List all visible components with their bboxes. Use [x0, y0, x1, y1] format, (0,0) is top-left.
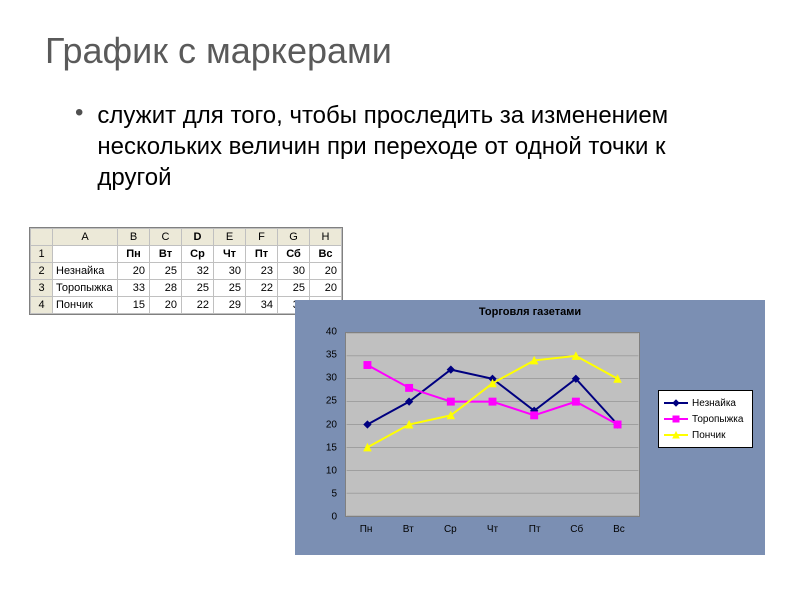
value-cell: 20 [150, 297, 182, 314]
row-header: 2 [31, 263, 53, 280]
x-tick-label: Пн [360, 524, 373, 535]
subtitle-text: служит для того, чтобы проследить за изм… [97, 100, 695, 194]
value-cell: 25 [150, 263, 182, 280]
value-cell: 32 [182, 263, 214, 280]
x-axis-ticks: Пн Вт Ср Чт Пт Сб Вс [345, 522, 640, 542]
value-cell: 30 [214, 263, 246, 280]
series-marker [489, 398, 496, 405]
legend: Незнайка Торопыжка Пончик [658, 390, 753, 448]
y-tick-label: 10 [326, 465, 337, 476]
value-cell: 20 [310, 280, 342, 297]
y-axis-ticks: 0510152025303540 [295, 332, 341, 517]
name-cell: Пончик [53, 297, 118, 314]
x-tick-label: Пт [529, 524, 541, 535]
legend-swatch-icon [664, 397, 688, 409]
header-cell: Чт [214, 246, 246, 263]
header-cell [53, 246, 118, 263]
col-header: B [118, 229, 150, 246]
legend-item: Незнайка [664, 395, 747, 411]
y-tick-label: 25 [326, 396, 337, 407]
chart-svg [346, 333, 639, 516]
header-cell: Вс [310, 246, 342, 263]
value-cell: 34 [246, 297, 278, 314]
header-cell: Пт [246, 246, 278, 263]
row-header: 1 [31, 246, 53, 263]
plot-area [345, 332, 640, 517]
value-cell: 28 [150, 280, 182, 297]
legend-swatch-icon [664, 429, 688, 441]
name-cell: Незнайка [53, 263, 118, 280]
series-marker [572, 398, 579, 405]
value-cell: 20 [118, 263, 150, 280]
series-marker [364, 362, 371, 369]
row-header: 4 [31, 297, 53, 314]
col-header: D [182, 229, 214, 246]
value-cell: 25 [182, 280, 214, 297]
chart-panel: Торговля газетами 0 5 10 15 20 25 30 35 40 Пн Вт С… [295, 300, 765, 555]
bullet-dot: • [75, 100, 83, 126]
value-cell: 15 [118, 297, 150, 314]
y-tick-label: 5 [331, 488, 337, 499]
value-cell: 25 [278, 280, 310, 297]
col-header: H [310, 229, 342, 246]
col-header: A [53, 229, 118, 246]
value-cell: 23 [246, 263, 278, 280]
col-header: E [214, 229, 246, 246]
corner-cell [31, 229, 53, 246]
series-line [367, 365, 617, 424]
y-tick-label: 40 [326, 327, 337, 338]
legend-label: Пончик [692, 430, 725, 441]
row-header: 3 [31, 280, 53, 297]
col-header: C [150, 229, 182, 246]
series-marker [447, 398, 454, 405]
legend-item: Пончик [664, 427, 747, 443]
x-tick-label: Вт [403, 524, 414, 535]
value-cell: 20 [310, 263, 342, 280]
header-cell: Ср [182, 246, 214, 263]
legend-label: Торопыжка [692, 414, 743, 425]
header-cell: Вт [150, 246, 182, 263]
y-tick-label: 35 [326, 350, 337, 361]
value-cell: 30 [278, 263, 310, 280]
y-tick-label: 15 [326, 442, 337, 453]
series-marker [406, 384, 413, 391]
y-tick-label: 0 [331, 512, 337, 523]
header-cell: Сб [278, 246, 310, 263]
page-title: График с маркерами [45, 30, 392, 72]
y-tick-label: 20 [326, 419, 337, 430]
value-cell: 29 [214, 297, 246, 314]
value-cell: 25 [214, 280, 246, 297]
header-cell: Пн [118, 246, 150, 263]
value-cell: 22 [246, 280, 278, 297]
x-tick-label: Вс [613, 524, 625, 535]
col-header: G [278, 229, 310, 246]
value-cell: 33 [118, 280, 150, 297]
x-tick-label: Сб [570, 524, 583, 535]
legend-swatch-icon [664, 413, 688, 425]
col-header: F [246, 229, 278, 246]
x-tick-label: Чт [487, 524, 498, 535]
legend-label: Незнайка [692, 398, 736, 409]
x-tick-label: Ср [444, 524, 457, 535]
series-marker [531, 412, 538, 419]
value-cell: 22 [182, 297, 214, 314]
legend-item: Торопыжка [664, 411, 747, 427]
series-marker [614, 421, 621, 428]
y-tick-label: 30 [326, 373, 337, 384]
chart-title: Торговля газетами [295, 306, 765, 318]
name-cell: Торопыжка [53, 280, 118, 297]
bullet-item: • служит для того, чтобы проследить за и… [75, 100, 695, 194]
